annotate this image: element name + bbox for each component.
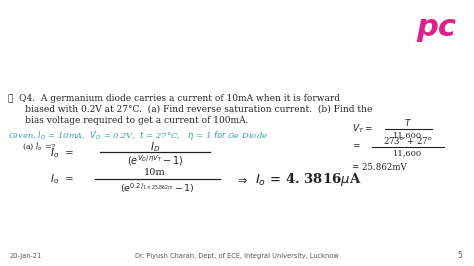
Text: 5: 5 — [457, 251, 462, 260]
Text: $\left(e^{V_D/\eta V_T} - 1\right)$: $\left(e^{V_D/\eta V_T} - 1\right)$ — [127, 153, 183, 168]
Text: ❖  Q4.  A germanium diode carries a current of 10mA when it is forward: ❖ Q4. A germanium diode carries a curren… — [8, 94, 340, 103]
Text: $T$: $T$ — [404, 117, 412, 128]
Text: $I_o$  =: $I_o$ = — [50, 146, 74, 160]
Text: 11,600: 11,600 — [393, 131, 422, 139]
Text: =: = — [352, 142, 359, 151]
Text: 273$^o$ + 27$^o$: 273$^o$ + 27$^o$ — [383, 135, 433, 146]
Text: Dr. Piyush Charan, Dept. of ECE, Integral University, Lucknow: Dr. Piyush Charan, Dept. of ECE, Integra… — [135, 253, 339, 259]
Text: Given, $I_D$ = 10mA,  $V_D$ = 0.2V,  $t$ = 27°C,   $\eta$ = 1 $\mathit{for}$ Ge : Given, $I_D$ = 10mA, $V_D$ = 0.2V, $t$ =… — [8, 129, 268, 142]
Text: $V_T =$: $V_T =$ — [352, 122, 373, 135]
Text: 20-Jan-21: 20-Jan-21 — [9, 253, 42, 259]
Text: $I_o$  =: $I_o$ = — [50, 173, 74, 186]
Text: 11,600: 11,600 — [393, 149, 422, 158]
Text: $\Rightarrow$: $\Rightarrow$ — [235, 174, 248, 185]
Text: $I_D$: $I_D$ — [150, 140, 160, 153]
Text: $\left(e^{0.2/_{1\times 25.862m}} - 1\right)$: $\left(e^{0.2/_{1\times 25.862m}} - 1\ri… — [119, 182, 194, 195]
Text: = 25.862mV: = 25.862mV — [352, 163, 407, 172]
Text: biased with 0.2V at 27°C.  (a) Find reverse saturation current.  (b) Find the: biased with 0.2V at 27°C. (a) Find rever… — [8, 105, 373, 114]
Text: 10m: 10m — [144, 168, 166, 177]
Text: pc: pc — [416, 13, 456, 42]
Text: $I_o$ = 4. 3816$\mu$A: $I_o$ = 4. 3816$\mu$A — [255, 171, 362, 188]
Text: (a) $I_o$ =?: (a) $I_o$ =? — [22, 140, 57, 152]
Text: bias voltage required to get a current of 100mA.: bias voltage required to get a current o… — [8, 116, 248, 125]
